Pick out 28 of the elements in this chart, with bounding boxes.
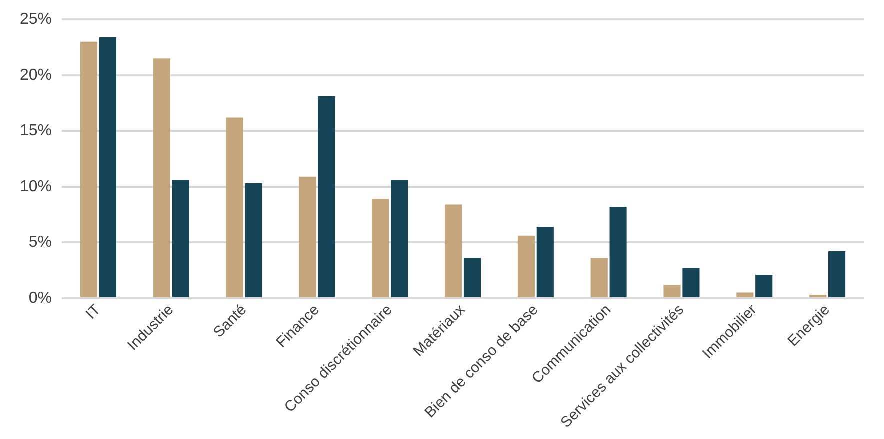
bar [464,258,482,298]
bar [445,204,462,298]
bar [536,227,554,298]
y-tick-label: 20% [20,66,52,84]
bar [226,118,244,298]
bar [80,42,98,298]
y-tick-label: 5% [28,234,52,252]
bar [99,37,116,298]
bar [664,284,681,298]
bar [172,180,190,298]
bar [299,176,316,298]
bar [372,199,390,298]
bar [736,292,754,298]
bar [391,180,408,298]
y-tick-label: 15% [20,122,52,140]
bar [318,96,336,298]
y-tick-label: 0% [28,290,52,307]
y-tick-label: 10% [20,178,52,196]
bar [756,274,773,298]
bar [590,258,608,298]
bar [245,184,262,298]
y-tick-label: 25% [20,11,52,28]
x-tick-label: IT [82,301,104,323]
bar [518,236,535,298]
bar [828,252,846,298]
bar [682,268,700,298]
bar [610,206,627,298]
bar [153,58,170,298]
